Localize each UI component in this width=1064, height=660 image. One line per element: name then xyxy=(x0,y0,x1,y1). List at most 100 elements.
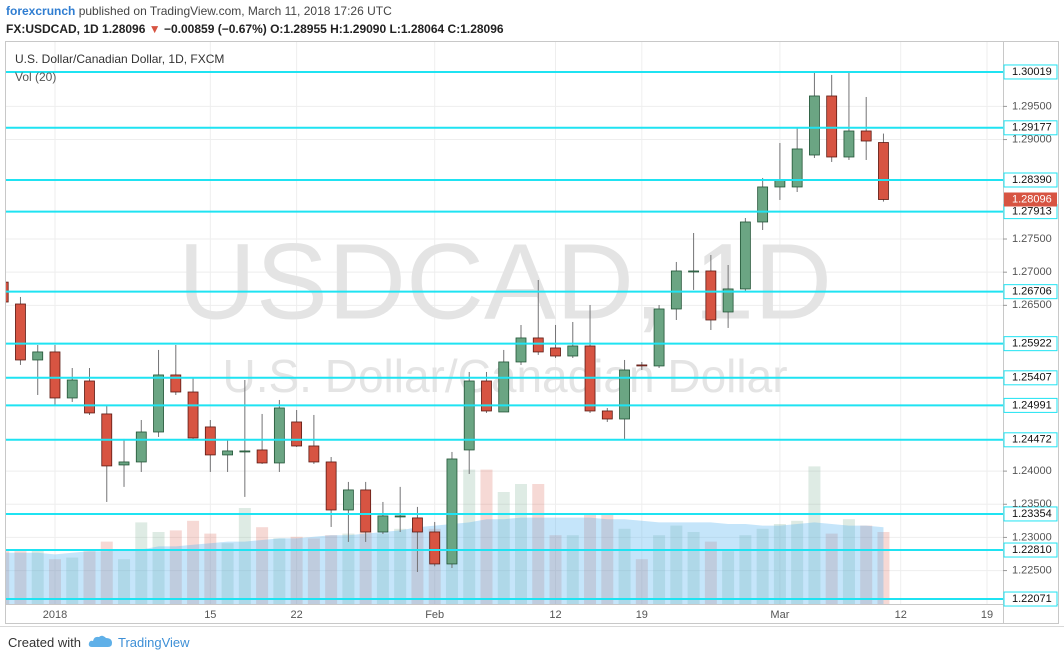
volume-bar xyxy=(307,538,320,604)
level-label: 1.29177 xyxy=(1012,122,1052,134)
candle-body xyxy=(342,489,354,511)
candle-body xyxy=(291,421,303,447)
volume-bar xyxy=(325,535,338,604)
candle-body xyxy=(550,347,561,357)
candle-body xyxy=(567,345,579,357)
x-tick-label: 19 xyxy=(981,609,993,621)
x-tick-label: 22 xyxy=(290,609,302,621)
candle-body xyxy=(118,461,130,466)
x-tick-label: 15 xyxy=(204,609,216,621)
volume-bar xyxy=(480,469,493,604)
level-label-box xyxy=(1003,506,1058,522)
level-label-box xyxy=(1003,397,1058,413)
y-tick-label: 1.29000 xyxy=(1012,133,1052,145)
level-label-box xyxy=(1003,64,1058,80)
candle-body xyxy=(791,148,803,188)
candle-body xyxy=(325,461,337,511)
y-tick-label: 1.22500 xyxy=(1012,564,1052,576)
volume-bar xyxy=(497,492,510,604)
candle-body xyxy=(826,95,838,158)
candle-body xyxy=(688,270,699,273)
candle-body xyxy=(84,380,95,414)
candle-body xyxy=(256,449,268,464)
candle-body xyxy=(705,270,717,321)
symbol: FX:USDCAD, 1D xyxy=(6,22,99,36)
volume-bar xyxy=(6,551,10,604)
candle-body xyxy=(653,308,665,367)
volume-bar xyxy=(31,549,44,604)
level-label: 1.25922 xyxy=(1012,338,1052,350)
y-tick-label: 1.26500 xyxy=(1012,299,1052,311)
change-arrow: ▼ xyxy=(148,22,161,36)
volume-bar xyxy=(653,535,666,604)
level-label: 1.27913 xyxy=(1012,206,1052,218)
candle-body xyxy=(66,379,78,399)
x-tick-label: 12 xyxy=(895,609,907,621)
candle-body xyxy=(722,288,734,313)
candle-body xyxy=(412,517,423,533)
volume-bar xyxy=(290,536,303,604)
candle-body xyxy=(15,303,26,361)
volume-bar xyxy=(359,514,372,604)
level-label: 1.30019 xyxy=(1012,66,1052,78)
x-tick-label: 19 xyxy=(636,609,648,621)
volume-bar xyxy=(842,519,855,604)
watermark-symbol: USDCAD, 1D xyxy=(178,221,832,342)
candle-body xyxy=(222,450,233,456)
author[interactable]: forexcrunch xyxy=(6,4,76,18)
candle-body xyxy=(601,410,613,420)
candle-body xyxy=(463,380,475,451)
volume-bar xyxy=(118,559,131,604)
symbol-line: FX:USDCAD, 1D 1.28096 ▼ −0.00859 (−0.67%… xyxy=(6,22,504,36)
level-label: 1.25407 xyxy=(1012,372,1052,384)
volume-bar xyxy=(756,528,769,604)
candle-body xyxy=(670,270,682,310)
level-label-box xyxy=(1003,542,1058,558)
x-tick-label: Mar xyxy=(770,609,789,621)
candle-body xyxy=(49,351,61,399)
tradingview-logo[interactable] xyxy=(88,634,114,650)
level-label-box xyxy=(1003,432,1058,448)
volume-bar xyxy=(187,520,200,604)
level-label: 1.22810 xyxy=(1012,544,1052,556)
candle-body xyxy=(619,369,630,420)
volume-bar xyxy=(221,543,234,604)
x-tick-label: 12 xyxy=(549,609,561,621)
chart-title: U.S. Dollar/Canadian Dollar, 1D, FXCM xyxy=(15,52,224,66)
candle-body xyxy=(481,380,492,412)
volume-bar xyxy=(618,528,631,604)
candle-body xyxy=(170,374,182,393)
volume-bar xyxy=(204,533,217,604)
volume-bar xyxy=(256,527,269,604)
change: −0.00859 (−0.67%) xyxy=(163,22,267,36)
volume-bar xyxy=(238,508,251,604)
volume-bar xyxy=(100,541,113,604)
volume-bar xyxy=(860,525,873,604)
volume-bar xyxy=(808,466,821,604)
level-label: 1.24472 xyxy=(1012,434,1052,446)
volume-bar xyxy=(584,514,597,604)
candle-body xyxy=(187,391,199,439)
level-label: 1.23354 xyxy=(1012,508,1052,520)
volume-bar xyxy=(14,551,27,604)
volume-bar xyxy=(825,533,838,604)
volume-bar xyxy=(635,559,648,604)
volume-bar xyxy=(169,530,182,604)
candle-body xyxy=(377,515,389,533)
created-with: Created with xyxy=(8,635,81,650)
level-label: 1.22071 xyxy=(1012,593,1052,605)
last-price-label: 1.28096 xyxy=(1012,193,1052,205)
level-label-box xyxy=(1003,336,1058,352)
volume-label: Vol (20) xyxy=(15,70,56,84)
x-tick-label: Feb xyxy=(425,609,444,621)
y-tick-label: 1.27000 xyxy=(1012,266,1052,278)
candle-body xyxy=(32,351,44,361)
chart-frame xyxy=(5,41,1059,624)
candle-body xyxy=(135,431,147,463)
footer: Created with TradingView xyxy=(0,626,1064,660)
published: published on TradingView.com, March 11, … xyxy=(78,4,392,18)
candle-body xyxy=(360,489,372,533)
volume-bar xyxy=(376,533,389,604)
volume-bar xyxy=(566,535,579,604)
brand[interactable]: TradingView xyxy=(118,635,190,650)
